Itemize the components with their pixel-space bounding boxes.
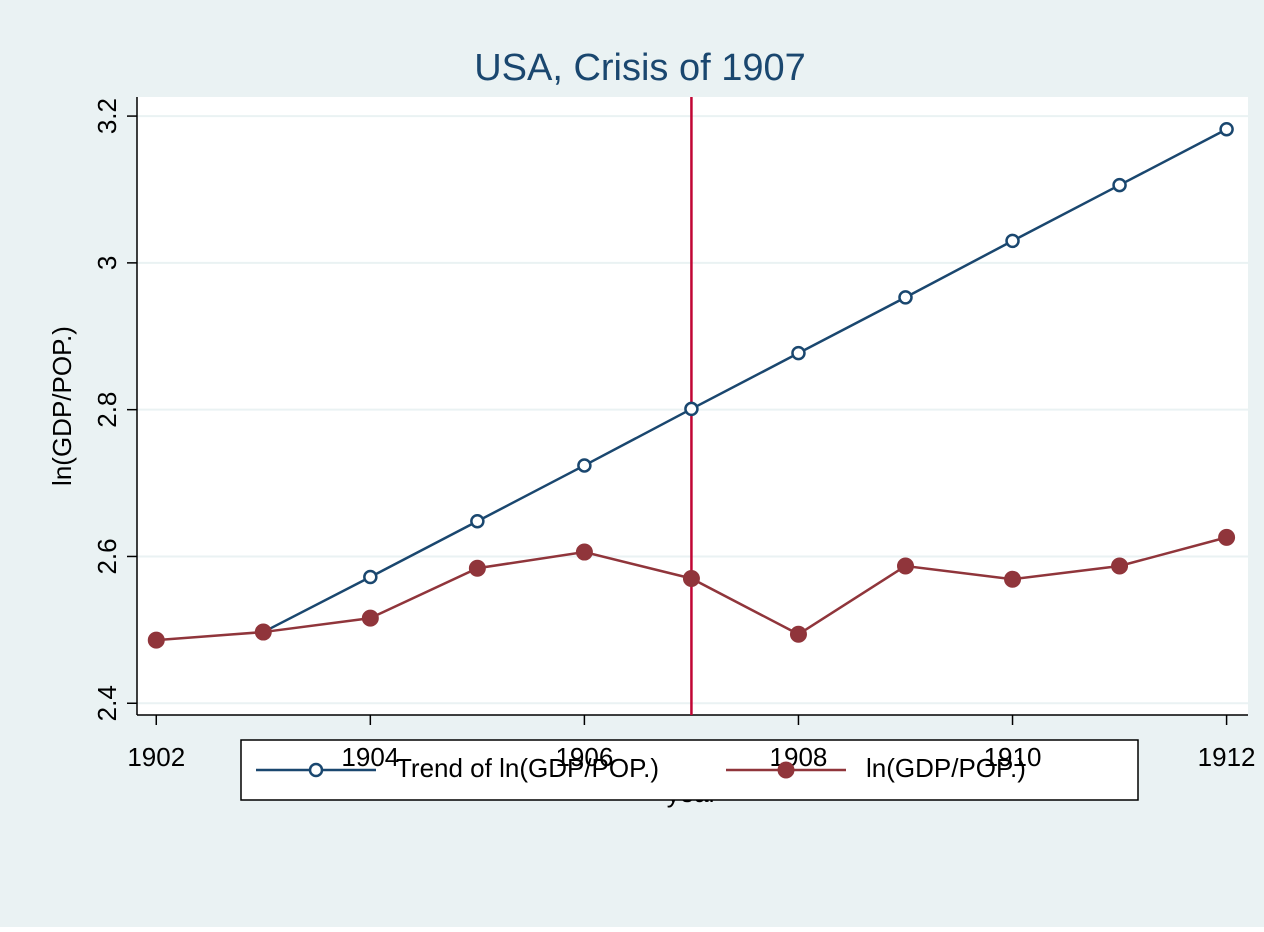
legend-marker	[777, 761, 795, 779]
x-tick-label: 1912	[1198, 742, 1256, 772]
y-tick-label: 3.2	[92, 98, 122, 134]
point	[575, 543, 593, 561]
legend-marker	[308, 762, 324, 778]
point	[898, 290, 913, 305]
point	[682, 569, 700, 587]
point	[1004, 570, 1022, 588]
point	[468, 559, 486, 577]
point	[470, 513, 485, 529]
x-tick-label: 1906	[555, 742, 613, 772]
x-tick-label: 1902	[127, 742, 185, 772]
point	[1219, 122, 1234, 137]
point	[1218, 528, 1236, 546]
legend-label: Trend of ln(GDP/POP.)	[396, 753, 659, 783]
series-line	[262, 128, 1228, 634]
x-tick-label: 1910	[984, 742, 1042, 772]
legend-label: ln(GDP/POP.)	[866, 753, 1026, 783]
y-tick-label: 2.6	[92, 538, 122, 574]
chart-title: USA, Crisis of 1907	[474, 47, 806, 89]
y-tick-label: 3	[92, 256, 122, 270]
point	[684, 401, 699, 417]
point	[363, 569, 378, 585]
point	[1111, 557, 1129, 575]
point	[577, 458, 592, 473]
point	[789, 625, 807, 643]
x-tick-label: 1904	[341, 742, 399, 772]
point	[896, 557, 914, 575]
point	[361, 609, 379, 627]
point	[1005, 233, 1020, 249]
y-tick-label: 2.4	[92, 685, 122, 721]
point	[147, 631, 165, 649]
point	[254, 623, 272, 641]
point	[791, 345, 806, 361]
point	[1112, 177, 1127, 193]
y-axis-title: ln(GDP/POP.)	[47, 326, 77, 486]
y-tick-label: 2.8	[92, 392, 122, 428]
legend	[240, 739, 1139, 801]
